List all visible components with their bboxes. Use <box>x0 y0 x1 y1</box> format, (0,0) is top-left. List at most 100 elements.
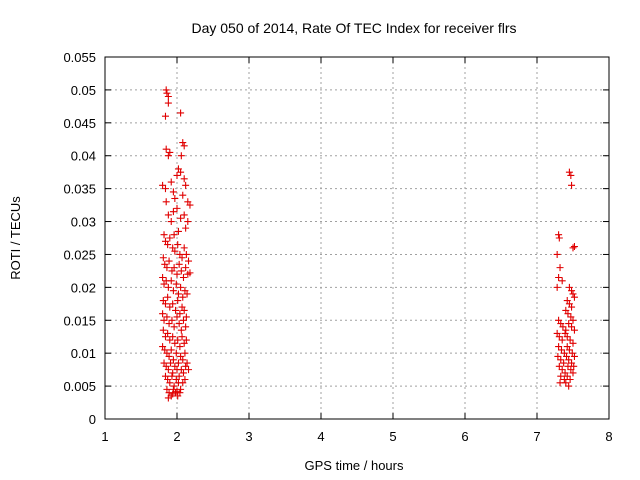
data-point-marker <box>570 352 578 360</box>
data-point-marker <box>170 264 178 272</box>
data-point-marker <box>565 168 573 176</box>
data-point-marker <box>162 86 170 94</box>
x-tick-label: 4 <box>317 429 324 444</box>
data-point-marker <box>185 257 193 265</box>
x-tick-label: 6 <box>461 429 468 444</box>
y-tick-label: 0.04 <box>71 149 96 164</box>
axis-ticks: 0 0.005 0.01 0.015 0.02 0.025 0.03 0.035 0.04 0.0… <box>63 50 612 444</box>
data-point-marker <box>173 204 181 212</box>
data-point-marker <box>173 387 181 395</box>
data-point-marker <box>186 201 194 209</box>
data-point-marker <box>182 323 190 331</box>
data-point-marker <box>165 352 173 360</box>
data-point-marker <box>177 214 185 222</box>
x-tick-label: 3 <box>245 429 252 444</box>
data-point-marker <box>171 195 179 203</box>
data-point-marker <box>173 313 181 321</box>
y-tick-label: 0.01 <box>71 346 96 361</box>
data-point-marker <box>177 109 185 117</box>
data-point-marker <box>162 145 170 153</box>
data-point-marker <box>177 283 185 291</box>
data-point-marker <box>169 333 177 341</box>
data-point-marker <box>569 244 577 252</box>
y-tick-label: 0.005 <box>63 379 96 394</box>
data-point-marker <box>570 293 578 301</box>
data-point-marker <box>184 218 192 226</box>
y-axis-label: ROTI / TECUs <box>8 196 23 280</box>
data-point-marker <box>183 359 191 367</box>
data-point-marker <box>159 310 167 318</box>
y-tick-label: 0.02 <box>71 280 96 295</box>
data-point-marker <box>177 267 185 275</box>
grid-lines <box>105 57 609 419</box>
x-tick-label: 5 <box>389 429 396 444</box>
x-tick-label: 1 <box>101 429 108 444</box>
data-point-marker <box>174 336 182 344</box>
data-point-marker <box>169 188 177 196</box>
data-point-marker <box>164 99 172 107</box>
data-point-marker <box>174 297 182 305</box>
data-point-marker <box>164 283 172 291</box>
data-point-marker <box>569 369 577 377</box>
chart-title: Day 050 of 2014, Rate Of TEC Index for r… <box>191 20 516 36</box>
y-tick-label: 0.03 <box>71 215 96 230</box>
data-point-marker <box>166 379 174 387</box>
data-point-marker <box>557 372 565 380</box>
data-point-marker <box>570 326 578 334</box>
data-point-marker <box>178 254 186 262</box>
data-point-marker <box>179 316 187 324</box>
data-point-marker <box>169 208 177 216</box>
data-point-marker <box>172 280 180 288</box>
data-point-marker <box>174 227 182 235</box>
data-point-marker <box>164 293 172 301</box>
data-point-marker <box>562 326 570 334</box>
data-point-marker <box>569 339 577 347</box>
data-point-marker <box>162 198 170 206</box>
data-point-marker <box>179 356 187 364</box>
data-point-marker <box>182 250 190 258</box>
data-point-marker <box>560 359 568 367</box>
data-point-marker <box>180 142 188 150</box>
data-point-marker <box>174 290 182 298</box>
y-tick-label: 0 <box>89 412 96 427</box>
data-point-marker <box>169 369 177 377</box>
data-point-marker <box>161 300 169 308</box>
data-point-marker <box>159 273 167 281</box>
data-point-marker <box>568 287 576 295</box>
data-point-marker <box>163 313 171 321</box>
data-point-marker <box>169 287 177 295</box>
x-tick-label: 8 <box>605 429 612 444</box>
data-point-marker <box>177 152 185 160</box>
data-point-marker <box>175 260 183 268</box>
data-point-marker <box>164 329 172 337</box>
data-point-marker <box>569 290 577 298</box>
y-tick-label: 0.025 <box>63 247 96 262</box>
data-point-marker <box>179 273 187 281</box>
data-point-marker <box>568 181 576 189</box>
data-point-marker <box>555 231 563 239</box>
y-tick-label: 0.055 <box>63 50 96 65</box>
data-point-marker <box>164 394 172 402</box>
y-tick-label: 0.035 <box>63 182 96 197</box>
data-point-marker <box>170 323 178 331</box>
data-point-marker <box>172 349 180 357</box>
data-point-marker <box>553 250 561 258</box>
y-tick-label: 0.045 <box>63 116 96 131</box>
data-point-marker <box>163 89 171 97</box>
data-point-marker <box>181 349 189 357</box>
data-point-marker <box>176 343 184 351</box>
data-points <box>159 86 578 402</box>
data-point-marker <box>555 234 563 242</box>
data-point-marker <box>177 326 185 334</box>
y-tick-label: 0.015 <box>63 313 96 328</box>
data-point-marker <box>180 306 188 314</box>
data-point-marker <box>180 244 188 252</box>
data-point-marker <box>170 382 178 390</box>
data-point-marker <box>169 390 177 398</box>
data-point-marker <box>172 306 180 314</box>
data-point-marker <box>182 336 190 344</box>
data-point-marker <box>159 326 167 334</box>
data-point-marker <box>173 270 181 278</box>
data-point-marker <box>164 92 172 100</box>
data-point-marker <box>168 316 176 324</box>
